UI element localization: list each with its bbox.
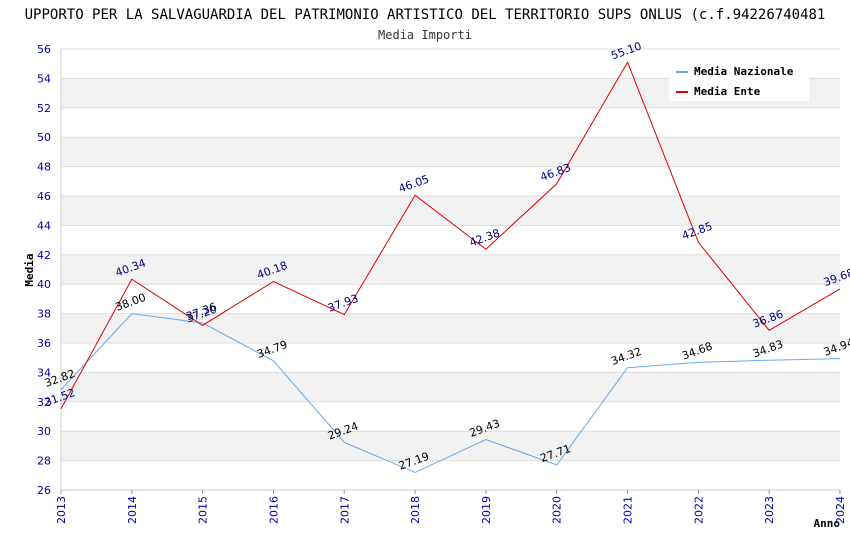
y-tick-label: 28	[37, 455, 51, 468]
x-tick-label: 2017	[338, 496, 351, 524]
y-axis-label: Media	[23, 253, 36, 286]
x-tick-label: 2023	[763, 496, 776, 524]
y-tick-label: 38	[37, 308, 51, 321]
grid-band	[61, 343, 840, 373]
chart-title: UPPORTO PER LA SALVAGUARDIA DEL PATRIMON…	[25, 7, 826, 23]
grid-band	[61, 401, 840, 432]
legend: Media Nazionale Media Ente	[669, 58, 809, 101]
grid-band	[61, 284, 840, 314]
x-tick-label: 2018	[409, 496, 422, 524]
chart-subtitle: Media Importi	[378, 28, 472, 42]
gridlines	[60, 48, 840, 491]
grid-band	[61, 166, 840, 196]
x-tick-label: 2022	[692, 496, 705, 524]
series-line-media-ente	[60, 61, 841, 410]
grid-band	[61, 372, 840, 402]
y-tick-label: 46	[37, 190, 51, 203]
legend-box	[669, 58, 809, 101]
y-tick-label: 52	[37, 102, 51, 115]
x-tick-label: 2015	[197, 496, 210, 524]
x-axis: 2013 2014 2015 2016 2017 2018 2019 2020 2021 2022…	[55, 490, 847, 524]
grid-band	[61, 313, 840, 343]
grid-band	[61, 107, 840, 138]
grid-band	[61, 460, 840, 490]
y-tick-label: 40	[37, 278, 51, 291]
legend-label: Media Nazionale	[694, 65, 794, 78]
y-tick-label: 34	[37, 366, 51, 379]
y-tick-label: 42	[37, 249, 51, 262]
y-tick-label: 50	[37, 131, 51, 144]
y-tick-label: 32	[37, 396, 51, 409]
y-tick-label: 44	[37, 219, 51, 232]
grid-band	[61, 137, 840, 167]
plot-background	[61, 49, 840, 490]
y-axis: 26 28 30 32 34 36 38 40 42 44 46 48 50 52 54 56	[37, 43, 51, 497]
legend-label: Media Ente	[694, 85, 761, 98]
x-tick-label: 2020	[551, 496, 564, 524]
y-tick-label: 56	[37, 43, 51, 56]
x-tick-label: 2014	[126, 496, 139, 524]
y-tick-label: 48	[37, 161, 51, 174]
x-tick-label: 2013	[55, 496, 68, 524]
y-tick-label: 26	[37, 484, 51, 497]
grid-band	[61, 254, 840, 285]
x-axis-label: Anno	[814, 517, 841, 530]
y-tick-label: 36	[37, 337, 51, 350]
grid-band	[61, 196, 840, 226]
series-lines	[60, 61, 841, 474]
x-tick-label: 2019	[480, 496, 493, 524]
x-tick-label: 2024	[834, 496, 847, 524]
grid-band	[61, 225, 840, 255]
y-tick-label: 30	[37, 425, 51, 438]
x-tick-label: 2021	[622, 496, 635, 524]
y-tick-label: 54	[37, 72, 51, 85]
x-tick-label: 2016	[267, 496, 280, 524]
series-line-media-nazionale	[60, 313, 841, 474]
